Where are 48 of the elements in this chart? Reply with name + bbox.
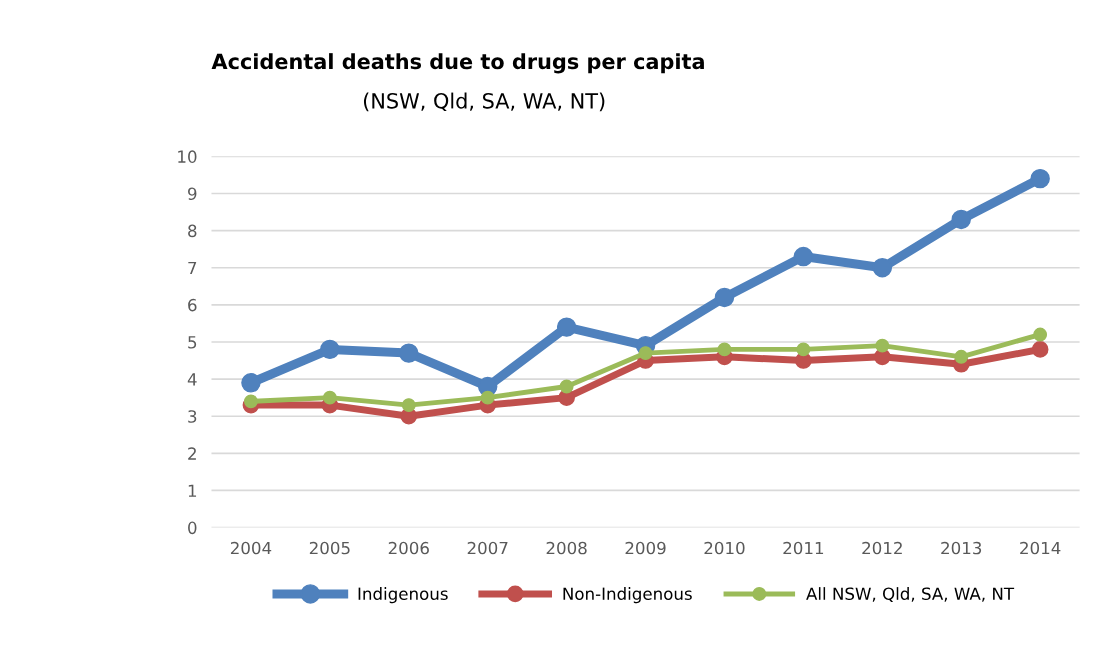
point	[243, 394, 258, 409]
y-tick-label: 10	[178, 150, 197, 163]
chart-subtitle: (NSW, Qld, SA, WA, NT)	[363, 92, 605, 112]
y-tick-label: 1	[188, 484, 197, 497]
point	[638, 346, 653, 361]
point	[320, 339, 340, 360]
x-tick-label: 2010	[704, 541, 745, 555]
y-tick-label: 2	[188, 447, 196, 460]
point	[875, 338, 890, 353]
x-tick-label: 2007	[467, 541, 508, 555]
y-tick-label: 3	[188, 410, 197, 423]
x-tick-label: 2005	[309, 541, 350, 555]
point	[793, 246, 814, 267]
y-tick-label: 0	[188, 521, 197, 535]
y-tick-label: 8	[188, 224, 197, 238]
legend-label: Non-Indigenous	[563, 587, 692, 604]
x-tick-label: 2008	[546, 541, 587, 555]
point	[559, 379, 574, 394]
y-tick-label: 4	[187, 373, 197, 386]
point	[322, 390, 337, 405]
x-tick-label: 2013	[941, 541, 982, 555]
x-tick-label: 2009	[625, 541, 666, 555]
point	[717, 342, 732, 357]
legend-label: All NSW, Qld, SA, WA, NT	[806, 587, 1015, 602]
y-tick-label: 5	[188, 336, 197, 349]
point	[1030, 168, 1050, 189]
x-tick-label: 2004	[230, 541, 272, 555]
point	[480, 390, 495, 405]
point	[1031, 341, 1049, 358]
point	[796, 342, 811, 357]
point	[399, 343, 419, 363]
point	[556, 317, 577, 337]
point	[714, 287, 735, 308]
legend-label: Indigenous	[358, 587, 448, 604]
point	[241, 373, 261, 393]
x-tick-label: 2006	[388, 541, 429, 555]
x-tick-label: 2011	[783, 541, 824, 555]
point	[872, 258, 893, 278]
y-tick-label: 9	[188, 187, 197, 201]
point	[951, 209, 971, 230]
point	[1033, 327, 1048, 342]
x-tick-label: 2014	[1020, 541, 1061, 555]
chart-title: Accidental deaths due to drugs per capita	[211, 53, 704, 74]
y-tick-label: 7	[188, 261, 197, 275]
point	[954, 349, 969, 364]
point	[401, 398, 416, 413]
x-tick-label: 2012	[862, 541, 902, 555]
y-tick-label: 6	[188, 298, 197, 312]
